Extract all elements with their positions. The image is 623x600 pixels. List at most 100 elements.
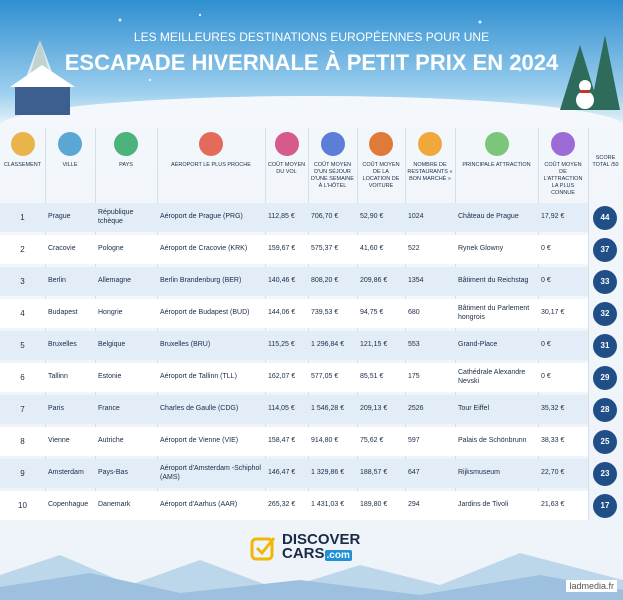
table-cell: Palais de Schönbrunn xyxy=(458,437,527,445)
table-cell: 1 296,84 € xyxy=(311,341,345,349)
table-row xyxy=(0,331,588,360)
brand: DISCOVER xyxy=(282,531,361,548)
table-cell: 680 xyxy=(408,309,420,317)
rank: 8 xyxy=(20,436,25,446)
column-icon xyxy=(484,132,509,156)
table-cell: Bruxelles xyxy=(48,341,77,349)
mountains xyxy=(0,553,623,600)
table-cell: Rijksmuseum xyxy=(458,469,501,477)
table-cell: Tour Eiffel xyxy=(458,405,489,413)
table-cell: Amsterdam xyxy=(48,469,84,477)
table-cell: 189,80 € xyxy=(360,501,388,509)
table-cell: 1354 xyxy=(408,277,424,285)
table-cell: 739,53 € xyxy=(311,309,339,317)
table-cell: Aéroport d'Aarhus (AAR) xyxy=(160,501,238,509)
table-row xyxy=(0,203,588,232)
table-cell: 158,47 € xyxy=(268,437,296,445)
column-header: COÛT MOYEN DE L'ATTRACTION LA PLUS CONNU… xyxy=(543,162,583,196)
table-cell: 175 xyxy=(408,373,420,381)
rank: 9 xyxy=(20,468,25,478)
table-cell: Paris xyxy=(48,405,64,413)
table-row xyxy=(0,491,588,520)
table-cell: Cathédrale Alexandre Nevski xyxy=(458,369,526,385)
table-cell: Grand-Place xyxy=(458,341,498,349)
table-cell: 553 xyxy=(408,341,420,349)
column-header: COÛT MOYEN D'UN SÉJOUR D'UNE SEMAINE À L… xyxy=(311,162,354,189)
table-cell: Aéroport de Cracovie (KRK) xyxy=(160,245,248,253)
column-header: SCORE TOTAL /50 xyxy=(592,155,619,168)
table-row xyxy=(0,299,588,328)
table-cell: Aéroport de Budapest (BUD) xyxy=(160,309,250,317)
brand-domain: .com xyxy=(324,550,352,561)
table-cell: Allemagne xyxy=(98,277,132,285)
table-cell: 2526 xyxy=(408,405,424,413)
rank: 3 xyxy=(20,276,25,286)
table-cell: 0 € xyxy=(541,245,551,253)
score-badge: 17 xyxy=(593,493,617,518)
column-icon xyxy=(274,132,299,156)
table-cell: 35,32 € xyxy=(541,405,565,413)
score-badge: 32 xyxy=(593,301,617,326)
rank: 4 xyxy=(20,308,25,318)
column-icon xyxy=(418,132,442,156)
table-cell: Pays-Bas xyxy=(98,469,128,477)
column-header: AÉROPORT LE PLUS PROCHE xyxy=(171,162,251,168)
column-header: PAYS xyxy=(119,162,133,168)
table-cell: Aéroport d'Amsterdam -Schiphol (AMS) xyxy=(160,465,261,481)
watermark: ladmedia.fr xyxy=(566,580,617,592)
table-cell: 647 xyxy=(408,469,420,477)
table-cell: 146,47 € xyxy=(268,469,296,477)
table-cell: 1024 xyxy=(408,213,424,221)
table-row xyxy=(0,363,588,392)
table-cell: Bruxelles (BRU) xyxy=(160,341,211,349)
table-cell: 121,15 € xyxy=(360,341,388,349)
logo-icon xyxy=(250,537,276,561)
score-badge: 31 xyxy=(593,333,617,358)
table-cell: 52,90 € xyxy=(360,213,384,221)
table-cell: Aéroport de Prague (PRG) xyxy=(160,213,243,221)
table-cell: Pologne xyxy=(98,245,124,253)
table-cell: 0 € xyxy=(541,341,551,349)
table-cell: Belgique xyxy=(98,341,126,349)
table-cell: 0 € xyxy=(541,373,551,381)
table-cell: 522 xyxy=(408,245,420,253)
table-cell: France xyxy=(98,405,120,413)
table-cell: 162,07 € xyxy=(268,373,296,381)
table-cell: Aéroport de Vienne (VIE) xyxy=(160,437,239,445)
table-cell: 209,13 € xyxy=(360,405,388,413)
table-cell: 114,05 € xyxy=(268,405,295,413)
table-cell: Bâtiment du Parlement hongrois xyxy=(458,305,530,321)
table-cell: 706,70 € xyxy=(311,213,339,221)
table-cell: Autriche xyxy=(98,437,124,445)
logo: DISCOVER CARS .com xyxy=(250,531,361,563)
column-icon xyxy=(320,132,345,156)
rank: 6 xyxy=(20,372,25,382)
table-cell: 1 546,28 € xyxy=(311,405,345,413)
table-cell: 140,46 € xyxy=(268,277,296,285)
table-cell: République tchèque xyxy=(98,209,134,225)
table-cell: Bâtiment du Reichstag xyxy=(458,277,529,285)
brand-line: CARS .com xyxy=(282,546,360,563)
score-badge: 28 xyxy=(593,397,617,422)
table-cell: 808,20 € xyxy=(311,277,339,285)
table-cell: 41,60 € xyxy=(360,245,384,253)
table-row xyxy=(0,267,588,296)
table-row xyxy=(0,459,588,488)
score-badge: 23 xyxy=(593,461,617,486)
table-cell: Estonie xyxy=(98,373,122,381)
table-cell: Berlin xyxy=(48,277,66,285)
subtitle: LES MEILLEURES DESTINATIONS EUROPÉENNES … xyxy=(133,30,490,44)
title: ESCAPADE HIVERNALE À PETIT PRIX EN 2024 xyxy=(64,50,559,75)
table-cell: Charles de Gaulle (CDG) xyxy=(160,405,239,413)
table-cell: 1 329,86 € xyxy=(311,469,345,477)
table-cell: 209,86 € xyxy=(360,277,388,285)
table-cell: Copenhague xyxy=(48,501,89,509)
column-header: COÛT MOYEN DU VOL xyxy=(267,162,306,175)
score-badge: 37 xyxy=(593,237,617,262)
table-cell: Vienne xyxy=(48,437,70,445)
table-row xyxy=(0,427,588,456)
column-icon xyxy=(58,132,82,156)
table-cell: 294 xyxy=(408,501,420,509)
column-icon xyxy=(369,132,393,156)
